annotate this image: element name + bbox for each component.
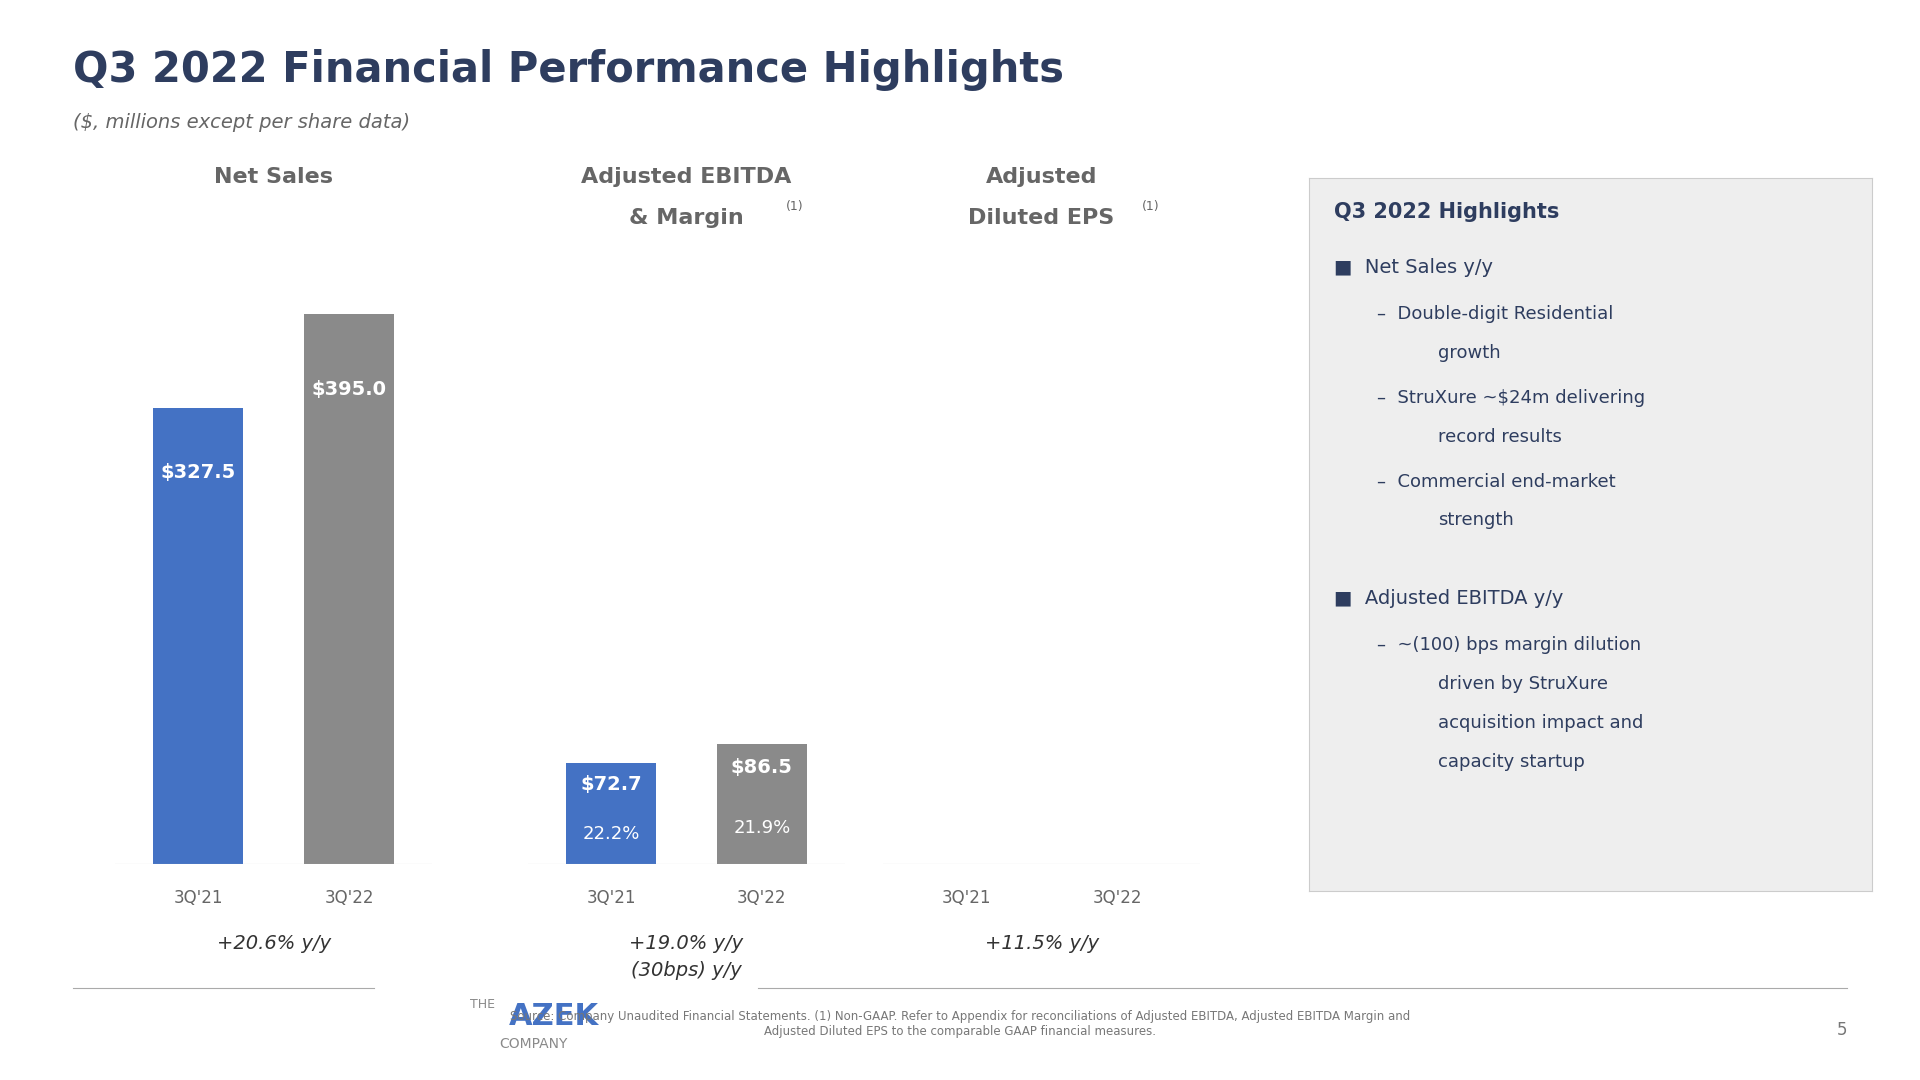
Text: record results: record results [1438, 428, 1563, 446]
Text: acquisition impact and: acquisition impact and [1438, 714, 1644, 732]
Text: –  Commercial end-market: – Commercial end-market [1377, 473, 1615, 490]
Text: driven by StruXure: driven by StruXure [1438, 675, 1609, 693]
Text: $72.7: $72.7 [580, 775, 641, 794]
Text: Source: Company Unaudited Financial Statements. (1) Non-GAAP. Refer to Appendix : Source: Company Unaudited Financial Stat… [511, 1010, 1409, 1038]
Bar [566, 762, 657, 864]
Text: $86.5: $86.5 [732, 758, 793, 777]
Text: Diluted EPS: Diluted EPS [968, 208, 1116, 229]
Text: +20.6% y/y: +20.6% y/y [217, 934, 330, 954]
Bar [303, 314, 394, 864]
Text: ($, millions except per share data): ($, millions except per share data) [73, 113, 411, 133]
Text: –  ~(100) bps margin dilution: – ~(100) bps margin dilution [1377, 636, 1642, 654]
Text: 3Q'21: 3Q'21 [941, 889, 991, 907]
Text: 3Q'21: 3Q'21 [586, 889, 636, 907]
Text: 22.2%: 22.2% [582, 825, 639, 842]
Text: (1): (1) [1140, 200, 1160, 213]
Text: & Margin: & Margin [630, 208, 743, 229]
Text: 3Q'22: 3Q'22 [1092, 889, 1142, 907]
Text: $0.29: $0.29 [1087, 864, 1148, 882]
Text: $327.5: $327.5 [161, 463, 236, 482]
Text: Q3 2022 Highlights: Q3 2022 Highlights [1334, 202, 1559, 222]
Text: +11.5% y/y: +11.5% y/y [985, 934, 1098, 954]
Text: (1): (1) [787, 200, 804, 213]
Text: –  StruXure ~$24m delivering: – StruXure ~$24m delivering [1377, 389, 1645, 407]
Text: Adjusted EBITDA: Adjusted EBITDA [582, 167, 791, 188]
Text: capacity startup: capacity startup [1438, 753, 1584, 771]
Bar [716, 744, 806, 864]
Text: $395.0: $395.0 [311, 380, 386, 400]
Text: Net Sales: Net Sales [215, 167, 332, 188]
Text: Q3 2022 Financial Performance Highlights: Q3 2022 Financial Performance Highlights [73, 49, 1064, 91]
Text: ■  Adjusted EBITDA y/y: ■ Adjusted EBITDA y/y [1334, 589, 1563, 608]
Text: strength: strength [1438, 512, 1513, 529]
Text: THE: THE [470, 998, 495, 1011]
Text: COMPANY: COMPANY [499, 1037, 568, 1051]
Text: ■  Net Sales y/y: ■ Net Sales y/y [1334, 258, 1494, 278]
Text: –  Double-digit Residential: – Double-digit Residential [1377, 306, 1613, 323]
Text: Adjusted: Adjusted [985, 167, 1098, 188]
Text: 5: 5 [1837, 1021, 1847, 1039]
Text: growth: growth [1438, 345, 1501, 362]
Text: 3Q'22: 3Q'22 [324, 889, 374, 907]
Text: $0.26: $0.26 [935, 864, 996, 882]
Text: +19.0% y/y
(30bps) y/y: +19.0% y/y (30bps) y/y [630, 934, 743, 980]
Text: AZEK: AZEK [509, 1002, 599, 1031]
Text: 3Q'21: 3Q'21 [173, 889, 223, 907]
Text: 21.9%: 21.9% [733, 819, 791, 837]
Bar [154, 408, 244, 864]
Text: 3Q'22: 3Q'22 [737, 889, 787, 907]
